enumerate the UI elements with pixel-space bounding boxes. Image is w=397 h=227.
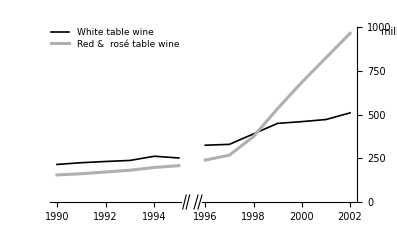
Text: million L: million L xyxy=(381,27,397,37)
Legend: White table wine, Red &  rosé table wine: White table wine, Red & rosé table wine xyxy=(51,28,179,49)
